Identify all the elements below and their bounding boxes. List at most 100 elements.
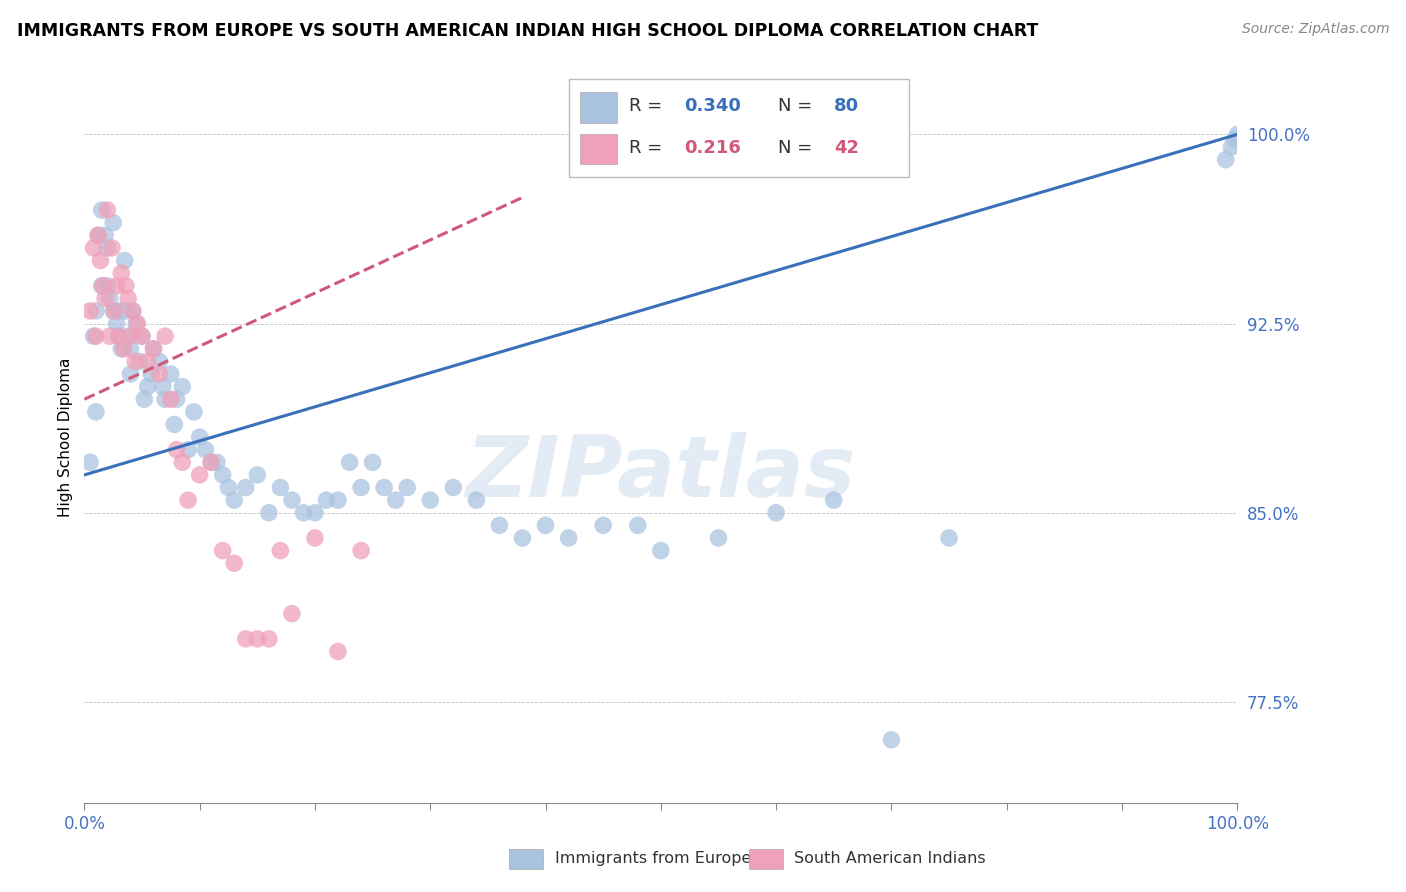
Point [114, 253, 136, 268]
Point [707, 531, 730, 545]
Point [125, 317, 148, 331]
Point [84, 304, 107, 318]
Point [121, 304, 143, 318]
Point [160, 392, 183, 407]
Point [98, 329, 121, 343]
Point [172, 455, 194, 469]
FancyBboxPatch shape [568, 78, 908, 178]
Point [94, 228, 117, 243]
Point [350, 543, 373, 558]
Point [465, 493, 488, 508]
Point [105, 278, 128, 293]
Point [627, 518, 650, 533]
Point [235, 632, 257, 646]
Point [200, 455, 222, 469]
Point [103, 216, 124, 230]
Point [172, 379, 194, 393]
Point [96, 278, 118, 293]
Point [246, 467, 269, 482]
Point [90, 278, 112, 293]
Text: R =: R = [628, 97, 668, 115]
Point [194, 442, 217, 457]
Point [142, 342, 165, 356]
Point [488, 518, 510, 533]
Point [188, 467, 211, 482]
Point [91, 278, 114, 293]
Point [117, 291, 139, 305]
Point [880, 732, 903, 747]
Point [120, 367, 142, 381]
Point [136, 354, 159, 368]
Text: ZIPatlas: ZIPatlas [465, 432, 856, 516]
Point [441, 481, 464, 495]
Point [1226, 128, 1249, 142]
Point [205, 455, 228, 469]
Point [127, 317, 149, 331]
Point [326, 493, 349, 508]
Point [96, 203, 118, 218]
Point [79, 304, 101, 318]
Point [304, 531, 326, 545]
Point [121, 304, 143, 318]
Point [152, 379, 174, 393]
Point [281, 493, 304, 508]
Point [128, 354, 150, 368]
Point [131, 329, 153, 343]
Point [90, 203, 112, 218]
Point [103, 304, 125, 318]
Point [166, 442, 188, 457]
Point [281, 607, 304, 621]
Point [315, 493, 337, 508]
Point [339, 455, 361, 469]
Point [166, 392, 188, 407]
Point [153, 392, 176, 407]
Text: 0.340: 0.340 [683, 97, 741, 115]
Point [373, 481, 395, 495]
Point [160, 367, 183, 381]
Point [384, 493, 406, 508]
Point [131, 329, 153, 343]
Point [87, 228, 110, 243]
Point [84, 329, 107, 343]
Point [1223, 132, 1246, 146]
Point [938, 531, 960, 545]
Point [211, 543, 233, 558]
FancyBboxPatch shape [581, 92, 617, 122]
Point [153, 329, 176, 343]
Point [361, 455, 384, 469]
Point [112, 342, 135, 356]
Y-axis label: High School Diploma: High School Diploma [58, 358, 73, 516]
Point [396, 481, 419, 495]
Point [304, 506, 326, 520]
Text: 80: 80 [834, 97, 859, 115]
Point [257, 506, 280, 520]
FancyBboxPatch shape [581, 134, 617, 164]
Point [148, 367, 170, 381]
Point [103, 304, 124, 318]
Point [163, 417, 186, 432]
Point [188, 430, 211, 444]
Point [1220, 140, 1243, 154]
Point [534, 518, 557, 533]
Point [141, 367, 163, 381]
Point [1215, 153, 1237, 167]
Text: IMMIGRANTS FROM EUROPE VS SOUTH AMERICAN INDIAN HIGH SCHOOL DIPLOMA CORRELATION : IMMIGRANTS FROM EUROPE VS SOUTH AMERICAN… [17, 22, 1038, 40]
Point [148, 354, 170, 368]
Text: 42: 42 [834, 139, 859, 157]
Point [765, 506, 787, 520]
Point [592, 518, 614, 533]
Point [79, 455, 101, 469]
Point [134, 392, 156, 407]
Point [200, 455, 222, 469]
Point [124, 354, 146, 368]
Point [269, 481, 291, 495]
Point [101, 241, 124, 255]
Text: N =: N = [779, 97, 818, 115]
Point [512, 531, 534, 545]
Point [98, 291, 121, 305]
Point [115, 278, 138, 293]
Point [136, 379, 159, 393]
Text: 0.216: 0.216 [683, 139, 741, 157]
Point [96, 241, 118, 255]
Point [269, 543, 291, 558]
